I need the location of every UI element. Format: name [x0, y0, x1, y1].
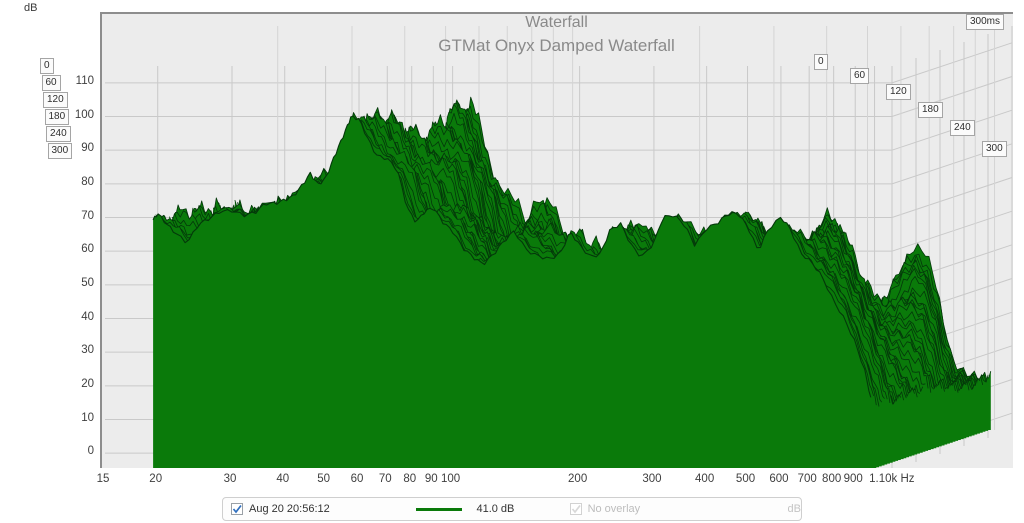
x-axis-tick: 70 — [378, 473, 392, 485]
y-axis-tick: 70 — [81, 209, 94, 222]
measurement-value: 41.0 dB — [476, 503, 515, 515]
y-axis-tick: 10 — [81, 411, 94, 424]
time-slice-label-left: 240 — [46, 126, 71, 142]
x-axis-tick: 100 — [441, 473, 461, 485]
x-axis-tick: 20 — [149, 473, 163, 485]
y-axis-unit-label: dB — [24, 2, 38, 14]
overlay-checkbox[interactable] — [569, 503, 582, 515]
y-axis-tick: 90 — [81, 142, 94, 155]
x-axis-tick: 600 — [769, 473, 789, 485]
y-axis: 0 10 20 30 40 50 60 70 80 90 100 110 — [42, 12, 94, 468]
legend-measurement-entry[interactable]: Aug 20 20:56:12 — [223, 498, 330, 520]
time-slice-label-left: 60 — [41, 75, 61, 91]
time-slice-label-right: 120 — [886, 84, 911, 100]
x-axis-tick: 400 — [695, 473, 715, 485]
x-axis-tick: 90 — [424, 473, 438, 485]
x-axis-tick: 800 — [822, 473, 842, 485]
time-slice-label-left: 180 — [44, 109, 70, 125]
time-slice-label-right: 240 — [950, 120, 975, 136]
time-axis-unit-label: 300ms — [966, 14, 1005, 30]
time-slice-label-left: 0 — [40, 58, 54, 74]
time-slice-label-right: 0 — [814, 54, 828, 70]
y-axis-tick: 50 — [81, 276, 94, 289]
y-axis-tick: 40 — [81, 310, 94, 323]
y-axis-tick: 30 — [81, 344, 94, 357]
y-axis-tick: 110 — [75, 74, 94, 87]
overlay-unit-label: dB — [787, 503, 801, 515]
x-axis-tick: 500 — [735, 473, 756, 485]
x-axis-tick: 30 — [223, 473, 237, 485]
y-axis-tick: 80 — [81, 175, 94, 188]
x-axis-tick: 300 — [642, 473, 662, 485]
time-slice-label-left: 120 — [43, 92, 68, 108]
legend-overlay-entry[interactable]: No overlay — [562, 498, 641, 520]
waterfall-surface — [105, 26, 1013, 468]
y-axis-tick: 60 — [81, 243, 94, 256]
plot-area[interactable] — [100, 12, 1013, 468]
x-axis-tick: 80 — [403, 473, 417, 485]
x-axis-tick: 900 — [843, 473, 863, 485]
measurement-label: Aug 20 20:56:12 — [249, 503, 330, 515]
y-axis-tick: 0 — [87, 445, 94, 458]
x-axis-tick: 200 — [568, 473, 588, 485]
legend-bar: Aug 20 20:56:12 41.0 dB No overlay dB — [222, 497, 802, 521]
x-axis-tick: 700 — [797, 473, 817, 485]
x-axis-tick: 15 — [96, 473, 110, 485]
x-axis-tick: 1.10k Hz — [869, 473, 915, 485]
time-slice-label-right: 60 — [850, 68, 870, 84]
measurement-checkbox[interactable] — [231, 503, 243, 515]
x-axis-tick: 50 — [317, 473, 331, 485]
time-slice-label-right: 180 — [918, 102, 943, 118]
time-slice-label-left: 300 — [47, 143, 73, 159]
x-axis-tick: 60 — [350, 473, 364, 485]
y-axis-tick: 100 — [74, 108, 94, 121]
measurement-color-swatch — [416, 507, 463, 511]
x-axis-tick: 40 — [276, 473, 290, 485]
time-slice-label-right: 300 — [982, 141, 1007, 157]
y-axis-tick: 20 — [81, 377, 94, 390]
x-axis: 15 20 30 40 50 60 70 80 90 100 200 300 400 500 600 700 8… — [96, 470, 1013, 492]
overlay-label: No overlay — [587, 503, 641, 515]
